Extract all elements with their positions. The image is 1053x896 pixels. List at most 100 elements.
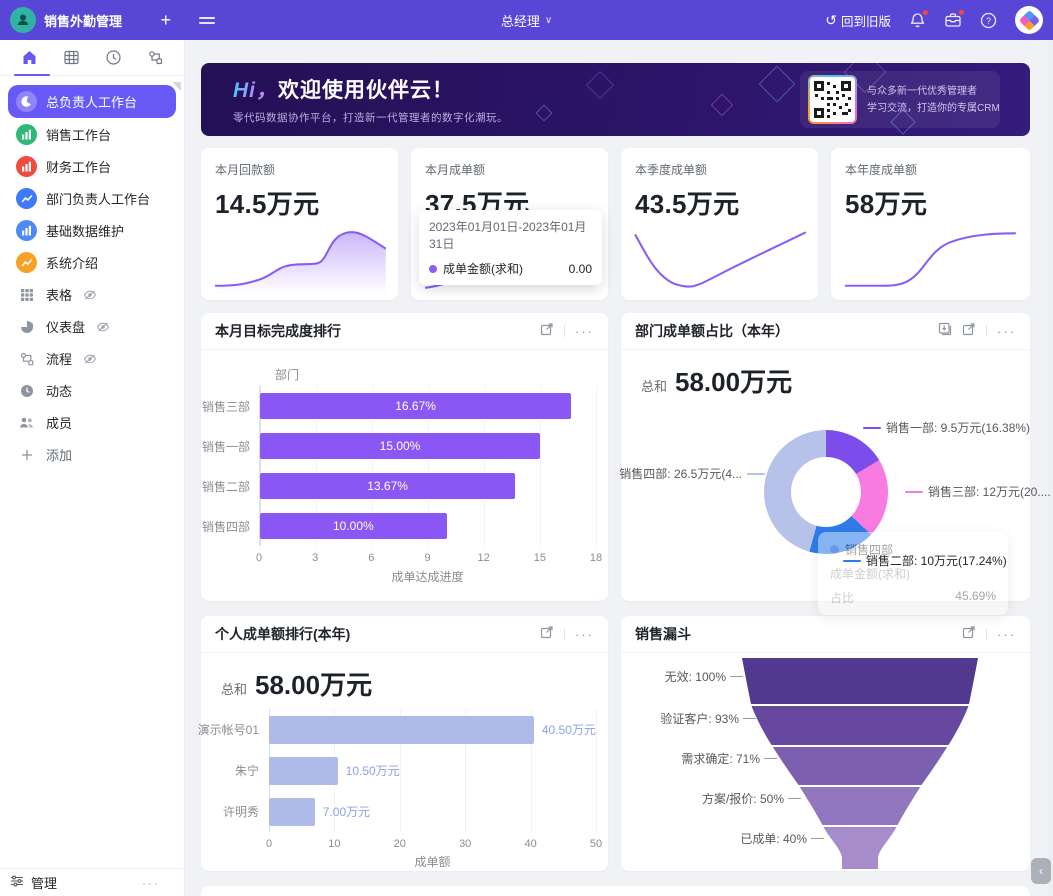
sidebar-item-system-intro[interactable]: 系统介绍 — [8, 247, 176, 278]
stat-card-monthly-deal[interactable]: 本月成单额 37.5万元 2023年01月01日-2023年01月31日 成单金… — [411, 148, 608, 300]
gridline — [596, 709, 597, 832]
stat-value: 58万元 — [845, 189, 928, 219]
card-title: 个人成单额排行(本年) — [215, 626, 351, 642]
user-avatar[interactable] — [1015, 6, 1043, 34]
funnel-stage-3[interactable] — [799, 787, 921, 825]
sidebar-scroll-indicator[interactable] — [172, 82, 181, 91]
sidebar-item-activity[interactable]: 动态 — [8, 375, 176, 406]
monthly-target-card: 本月目标完成度排行 ··· 部门 销售三部 16.67% 销售一部 15.00% 销售二… — [201, 313, 608, 601]
back-to-old-version-button[interactable]: ↺ 回到旧版 — [825, 11, 891, 29]
workspace-switcher[interactable]: 销售外勤管理 + — [0, 7, 185, 33]
menu-toggle-icon[interactable] — [199, 14, 215, 27]
trend-line-icon — [16, 252, 37, 273]
tab-tables[interactable] — [54, 49, 88, 66]
funnel-stage-1[interactable] — [751, 706, 969, 745]
x-axis-title: 成单额 — [414, 855, 451, 869]
chart-tooltip: 销售四部 成单金额(求和) 占比 45.69% — [818, 532, 1008, 615]
bar[interactable]: 10.00% — [260, 513, 447, 539]
export-icon[interactable] — [938, 322, 952, 341]
notifications-button[interactable] — [909, 8, 929, 29]
sidebar-item-finance-workbench[interactable]: 财务工作台 — [8, 151, 176, 182]
x-axis-title: 成单达成进度 — [391, 570, 464, 584]
stat-card-monthly-payment[interactable]: 本月回款额 14.5万元 — [201, 148, 398, 300]
sidebar-item-base-data[interactable]: 基础数据维护 — [8, 215, 176, 246]
grid-icon — [16, 288, 37, 302]
hidden-eye-icon[interactable] — [96, 321, 110, 333]
tab-activity[interactable] — [96, 49, 130, 66]
sidebar-item-add[interactable]: 添加 — [8, 439, 176, 470]
expand-icon[interactable] — [962, 322, 976, 341]
stat-value: 43.5万元 — [635, 189, 740, 219]
bar[interactable] — [269, 756, 338, 785]
bar[interactable]: 13.67% — [260, 473, 516, 499]
banner-subtitle: 零代码数据协作平台，打造新一代管理者的数字化潮玩。 — [233, 112, 508, 124]
sales-funnel-card: 销售漏斗 ··· 无效: 100% 验证客户: 93% 需求确定: 71% — [621, 616, 1030, 871]
bar[interactable]: 16.67% — [260, 393, 572, 419]
manage-label[interactable]: 管理 — [31, 876, 58, 891]
sidebar-item-members[interactable]: 成员 — [8, 407, 176, 438]
collapse-sidebar-button[interactable]: ‹ — [1031, 858, 1051, 884]
x-tick-label: 12 — [477, 552, 490, 564]
leader-line — [843, 559, 861, 562]
funnel-chart-area: 无效: 100% 验证客户: 93% 需求确定: 71% 方案/报价: 50% … — [621, 653, 1030, 871]
manage-more-button[interactable]: ··· — [142, 875, 160, 890]
tab-home[interactable] — [12, 49, 46, 66]
more-options-button[interactable]: ··· — [575, 323, 594, 339]
qr-caption: 与众多新一代优秀管理者 学习交流，打造你的专属CRM — [867, 85, 1000, 114]
sidebar-item-chief-workbench[interactable]: 总负责人工作台 — [8, 85, 176, 118]
gridline — [465, 709, 467, 832]
add-app-button[interactable]: + — [160, 10, 171, 30]
bar-row: 许明秀 7.00万元 — [223, 791, 596, 832]
funnel-stage-2[interactable] — [772, 747, 948, 785]
stat-value: 14.5万元 — [215, 189, 320, 219]
donut-chart[interactable] — [764, 430, 888, 554]
role-label: 总经理 — [500, 13, 540, 29]
bar-category-label: 销售四部 — [201, 519, 250, 534]
pie-label-dept1: 销售一部: 9.5万元(16.38%) — [863, 419, 1030, 436]
sidebar-item-sales-workbench[interactable]: 销售工作台 — [8, 119, 176, 150]
bar-category-label: 销售三部 — [201, 399, 250, 414]
divider — [564, 628, 565, 640]
expand-icon[interactable] — [540, 625, 554, 644]
help-button[interactable]: ? — [980, 12, 997, 29]
sidebar-item-dept-manager-workbench[interactable]: 部门负责人工作台 — [8, 183, 176, 214]
stat-card-quarter-deal[interactable]: 本季度成单额 43.5万元 — [621, 148, 818, 300]
more-options-button[interactable]: ··· — [575, 626, 594, 642]
funnel-stage-label: 已成单: 40% — [740, 830, 824, 847]
stat-card-year-deal[interactable]: 本年度成单额 58万元 — [831, 148, 1030, 300]
brand-mark-icon — [1018, 9, 1040, 31]
role-dropdown[interactable]: 总经理 ∨ — [501, 11, 552, 30]
expand-icon[interactable] — [962, 625, 976, 644]
sidebar-menu: 总负责人工作台 销售工作台 财务工作台 部门负责人工作台 — [0, 84, 184, 471]
total-value: 58.00万元 — [255, 670, 373, 700]
leader-line — [905, 490, 923, 493]
gridline — [399, 709, 401, 832]
more-options-button[interactable]: ··· — [997, 626, 1016, 642]
gridline — [428, 386, 429, 546]
x-tick-label: 30 — [459, 838, 472, 850]
bar-chart-icon — [16, 220, 37, 241]
sidebar-item-workflows[interactable]: 流程 — [8, 343, 176, 374]
gauge-icon — [16, 320, 37, 334]
page-scrollbar[interactable] — [1048, 40, 1053, 896]
expand-icon[interactable] — [540, 322, 554, 341]
inbox-button[interactable] — [944, 9, 965, 28]
manage-sliders-icon — [10, 875, 24, 890]
bar[interactable]: 15.00% — [260, 433, 540, 459]
bar[interactable] — [269, 797, 315, 826]
tab-workflow[interactable] — [138, 49, 172, 66]
more-options-button[interactable]: ··· — [997, 323, 1016, 339]
leader-line — [747, 472, 765, 475]
sidebar-item-dashboards[interactable]: 仪表盘 — [8, 311, 176, 342]
funnel-stage-0[interactable] — [742, 658, 978, 704]
bar-chart: 总和 58.00万元 演示帐号01 40.50万元 朱宁 10.50万元 许明秀 7.00… — [198, 653, 608, 871]
funnel-stage-4[interactable] — [823, 827, 897, 869]
funnel-chart[interactable] — [720, 658, 1000, 870]
hidden-eye-icon[interactable] — [83, 289, 97, 301]
sidebar-item-tables[interactable]: 表格 — [8, 279, 176, 310]
hidden-eye-icon[interactable] — [83, 353, 97, 365]
bar[interactable] — [269, 715, 534, 744]
clock-icon — [16, 384, 37, 398]
x-tick-label: 15 — [533, 552, 546, 564]
plus-icon — [16, 449, 37, 461]
